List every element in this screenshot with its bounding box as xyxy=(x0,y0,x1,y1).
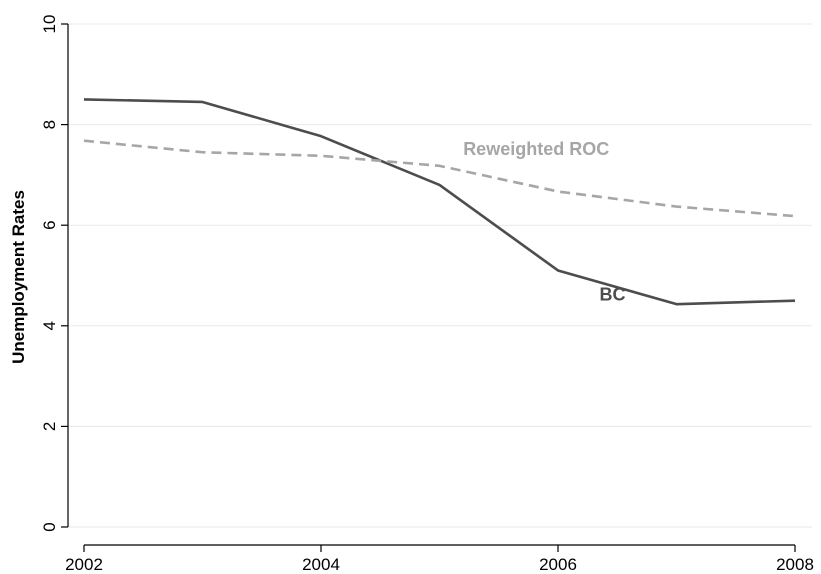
y-tick-label: 0 xyxy=(40,522,59,531)
series-label-bc: BC xyxy=(599,285,625,305)
y-tick-label: 10 xyxy=(40,15,59,34)
x-tick-label: 2002 xyxy=(65,555,103,574)
x-tick-label: 2006 xyxy=(539,555,577,574)
y-tick-label: 4 xyxy=(40,321,59,330)
y-tick-label: 2 xyxy=(40,422,59,431)
x-tick-label: 2008 xyxy=(776,555,814,574)
y-tick-label: 8 xyxy=(40,120,59,129)
x-tick-label: 2004 xyxy=(302,555,340,574)
series-label-reweighted-roc: Reweighted ROC xyxy=(463,139,609,159)
y-tick-label: 6 xyxy=(40,220,59,229)
y-axis-title: Unemployment Rates xyxy=(9,190,28,364)
